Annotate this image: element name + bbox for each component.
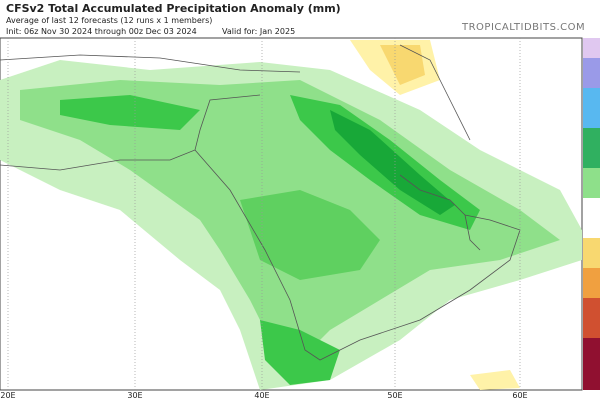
anomaly-shading <box>0 40 582 390</box>
valid-time: Valid for: Jan 2025 <box>222 27 296 36</box>
lon-label: 60E <box>512 391 527 400</box>
lon-label: 20E <box>0 391 15 400</box>
init-time: Init: 06z Nov 30 2024 through 00z Dec 03… <box>6 27 197 36</box>
coastlines <box>0 44 521 361</box>
lon-label: 40E <box>254 391 269 400</box>
lon-label: 30E <box>127 391 142 400</box>
title: CFSv2 Total Accumulated Precipitation An… <box>6 2 341 15</box>
subtitle: Average of last 12 forecasts (12 runs x … <box>6 16 213 25</box>
site-name: TROPICALTIDBITS.COM <box>462 22 586 33</box>
colorbar <box>583 38 600 390</box>
lon-label: 50E <box>387 391 402 400</box>
